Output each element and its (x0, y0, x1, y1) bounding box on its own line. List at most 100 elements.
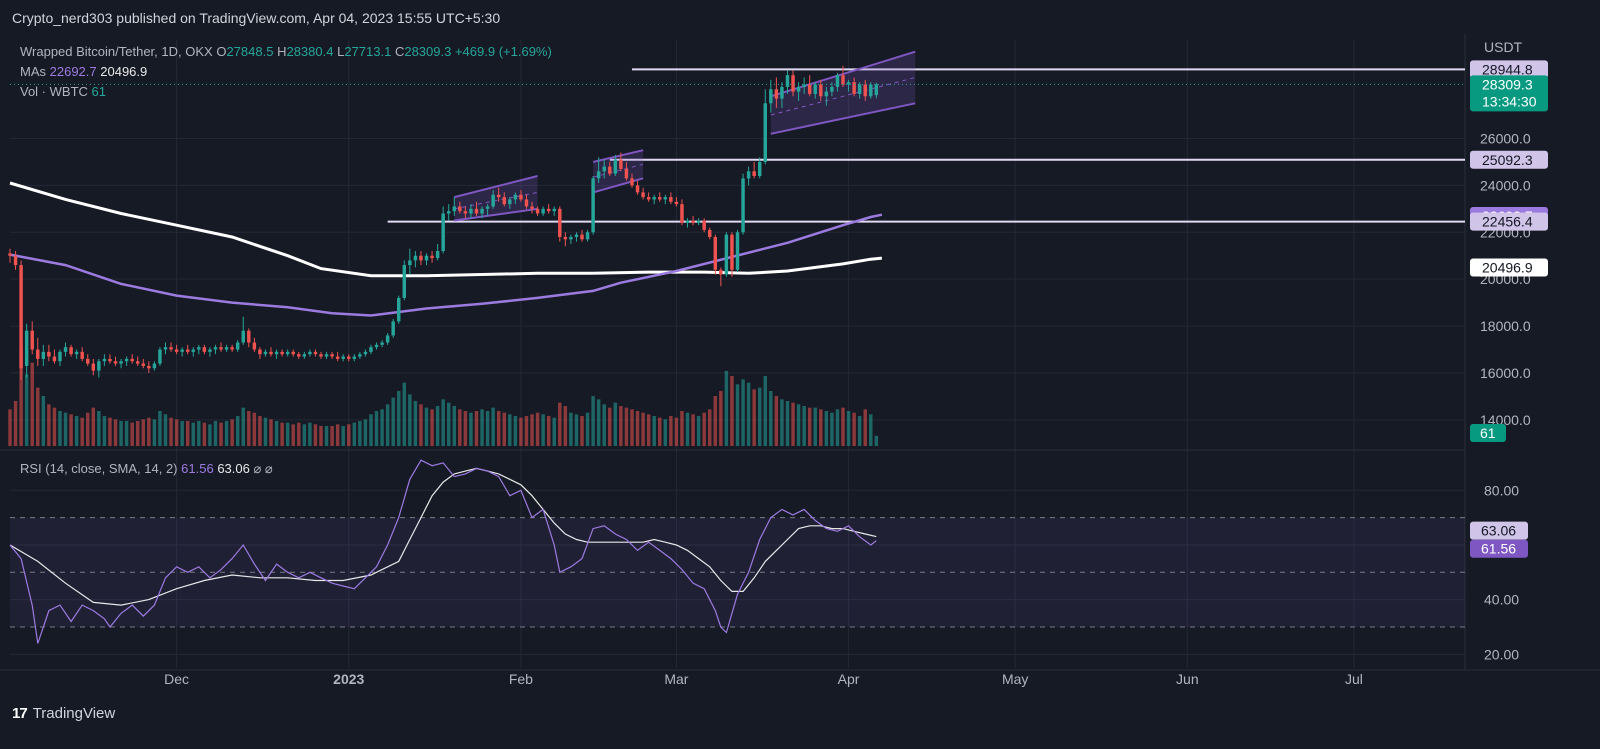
candle-body (430, 255, 434, 259)
channel-lower-line (592, 177, 644, 194)
candle (147, 361, 151, 373)
volume-bar (219, 422, 223, 446)
volume-bar (541, 414, 545, 446)
volume-bar (402, 382, 407, 446)
candle-body (819, 84, 823, 97)
rsi-legend[interactable]: RSI (14, close, SMA, 14, 2) 61.56 63.06 … (20, 461, 273, 477)
candle (230, 344, 234, 352)
candle-body (463, 211, 468, 214)
candle (874, 82, 879, 99)
low-label: L (337, 44, 345, 59)
candle (330, 351, 334, 359)
candle-body (757, 161, 762, 176)
volume-bar (119, 421, 123, 446)
candle (63, 342, 68, 357)
close-value: 28309.3 (404, 44, 452, 59)
candle-body (108, 358, 112, 362)
vol-row[interactable]: Vol · WBTC 61 (20, 82, 552, 102)
candle (719, 267, 723, 287)
candle-body (358, 354, 362, 357)
volume-bar (613, 402, 618, 446)
symbol-name[interactable]: Wrapped Bitcoin/Tether, 1D, OKX (20, 44, 213, 59)
rsi-settings-icons[interactable]: ⌀ ⌀ (253, 461, 273, 476)
volume-bar (363, 419, 368, 446)
candle (297, 351, 301, 359)
candle-body (19, 265, 23, 369)
candle (630, 173, 634, 188)
volume-bar (269, 419, 273, 446)
candle-body (374, 344, 379, 348)
candle (780, 82, 784, 108)
price-tick-label: 24000.0 (1480, 177, 1531, 193)
candle (730, 232, 734, 277)
volume-bar (580, 416, 584, 446)
candle (380, 340, 384, 348)
candle (813, 82, 817, 99)
change-value: +469.9 (+1.69%) (454, 44, 552, 59)
candle-body (680, 204, 684, 223)
candle-body (47, 351, 51, 357)
volume-bar (452, 406, 456, 446)
volume-bar (280, 422, 284, 446)
volume-bar (869, 414, 873, 446)
volume-bar (124, 421, 129, 446)
volume-bar (530, 414, 534, 446)
candle (341, 354, 345, 362)
candle (830, 82, 834, 97)
candle-body (830, 86, 834, 92)
close-label: C (394, 44, 405, 59)
volume-bar (474, 411, 479, 446)
candle (124, 356, 129, 366)
candle (802, 77, 806, 94)
candle (752, 161, 756, 179)
candle (274, 349, 279, 359)
volume-bar (41, 396, 46, 446)
volume-bar (713, 396, 718, 446)
candle (435, 244, 440, 261)
volume-bar (674, 417, 679, 446)
volume-bar (52, 407, 57, 446)
candle (785, 70, 790, 94)
candle (819, 79, 823, 101)
candle (91, 358, 96, 376)
candle (97, 358, 101, 378)
candle-body (569, 236, 573, 240)
volume-bar (807, 407, 812, 446)
candle (185, 344, 190, 355)
candle-body (452, 206, 456, 212)
candle (130, 354, 134, 364)
candle-body (769, 89, 773, 104)
candle-body (52, 356, 57, 362)
candle-body (846, 82, 851, 85)
candle (791, 70, 795, 97)
candle-body (208, 349, 212, 352)
candle (308, 349, 312, 357)
volume-bar (174, 419, 179, 446)
candle (208, 347, 212, 357)
price-tick-label: 26000.0 (1480, 130, 1531, 146)
candle-body (41, 351, 46, 359)
candle (663, 194, 668, 205)
mas-row[interactable]: MAs 22692.7 20496.9 (20, 62, 552, 82)
candle-body (574, 234, 579, 237)
candle-body (274, 351, 279, 355)
volume-bar (846, 411, 851, 446)
brand-name[interactable]: TradingView (32, 705, 116, 722)
rsi-badge (1470, 521, 1528, 540)
volume-bar (297, 422, 301, 446)
volume-bar (563, 406, 568, 446)
candle (313, 349, 318, 357)
volume-bar (63, 412, 68, 446)
candle (591, 176, 595, 235)
candle (563, 232, 568, 247)
candle-body (824, 91, 829, 97)
volume-bar (785, 401, 790, 446)
volume-bar (374, 411, 379, 446)
volume-bar (469, 412, 473, 446)
volume-bar (19, 346, 23, 446)
candle-body (302, 354, 307, 357)
candle (47, 344, 51, 362)
volume-bar (663, 419, 668, 446)
candle (385, 333, 390, 345)
